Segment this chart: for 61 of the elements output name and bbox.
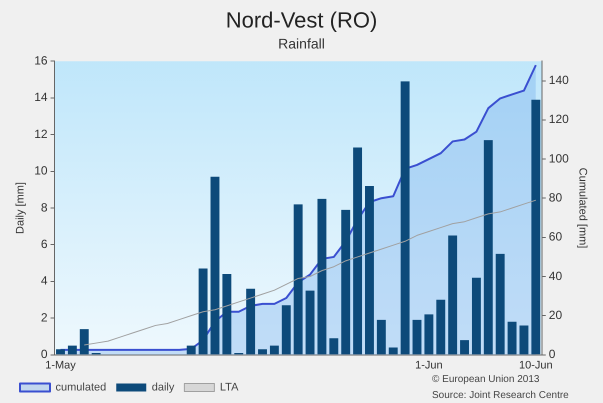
bar [508, 322, 517, 354]
y2-tick-label: 120 [548, 112, 570, 126]
bar [412, 320, 422, 354]
bar [329, 338, 338, 354]
bar [531, 100, 540, 354]
y-tick-label: 10 [34, 164, 48, 178]
y2-tick-label: 100 [548, 151, 570, 166]
bar [210, 176, 220, 354]
bar [400, 81, 410, 354]
legend-label: LTA [220, 382, 240, 394]
y-tick-label: 14 [34, 90, 48, 104]
bar [436, 300, 446, 354]
y-tick-label: 4 [40, 274, 48, 288]
y2-tick-label: 60 [548, 230, 562, 244]
x-tick-label: 10-Jun [519, 359, 553, 372]
y-tick-label: 16 [34, 54, 48, 68]
bar [388, 347, 398, 354]
bar [484, 140, 493, 354]
bar [424, 314, 434, 354]
bar [198, 268, 208, 354]
bar [365, 186, 374, 354]
y2-tick-label: 40 [548, 268, 562, 283]
y2-tick-label: 20 [548, 308, 562, 322]
bar [317, 198, 326, 354]
bar [519, 325, 528, 354]
x-tick-label: 1-Jun [415, 359, 443, 372]
y-tick-label: 8 [40, 200, 48, 214]
bar [270, 346, 279, 354]
y-tick-label: 2 [40, 310, 48, 324]
text: © European Union 2013 [432, 374, 540, 385]
y-tick-label: 12 [34, 126, 48, 141]
bar [448, 236, 458, 354]
bar [222, 274, 232, 354]
x-tick-label: 1-May [45, 359, 76, 372]
y2-axis-title: Cumulated [mm] [576, 168, 588, 248]
y-tick-label: 6 [40, 237, 48, 252]
bar [282, 305, 291, 354]
bar [258, 349, 267, 354]
bar [460, 340, 469, 354]
source-note: Source: Joint Research Centre [432, 390, 570, 401]
bar [68, 346, 77, 354]
y2-tick-label: 80 [548, 190, 562, 205]
bar [341, 210, 350, 354]
y-axis-title: Daily [mm] [14, 182, 27, 234]
chart-subtitle: Rainfall [278, 36, 325, 52]
bar [353, 147, 362, 354]
bar [306, 290, 315, 354]
bar [496, 254, 505, 354]
chart-title: Nord-Vest (RO) [226, 7, 378, 32]
y-tick-label: 0 [40, 347, 48, 362]
bar [246, 288, 256, 354]
bar [472, 278, 481, 354]
bar [376, 320, 386, 354]
bar [186, 346, 196, 354]
legend-label: cumulated [56, 382, 106, 394]
bar [294, 204, 303, 354]
legend-label: daily [152, 382, 175, 394]
bar [56, 349, 65, 354]
bar [80, 329, 89, 354]
y2-tick-label: 0 [548, 347, 556, 362]
y2-tick-label: 140 [548, 73, 570, 88]
